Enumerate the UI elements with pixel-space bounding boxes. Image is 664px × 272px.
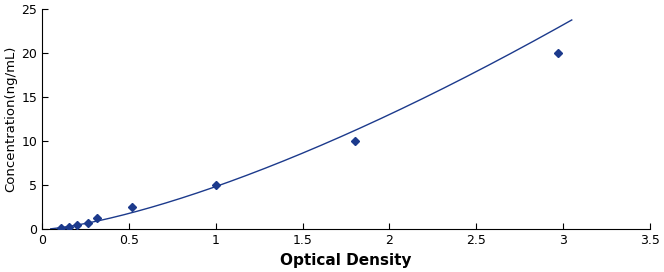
Y-axis label: Concentration(ng/mL): Concentration(ng/mL) xyxy=(4,46,17,193)
X-axis label: Optical Density: Optical Density xyxy=(280,253,412,268)
